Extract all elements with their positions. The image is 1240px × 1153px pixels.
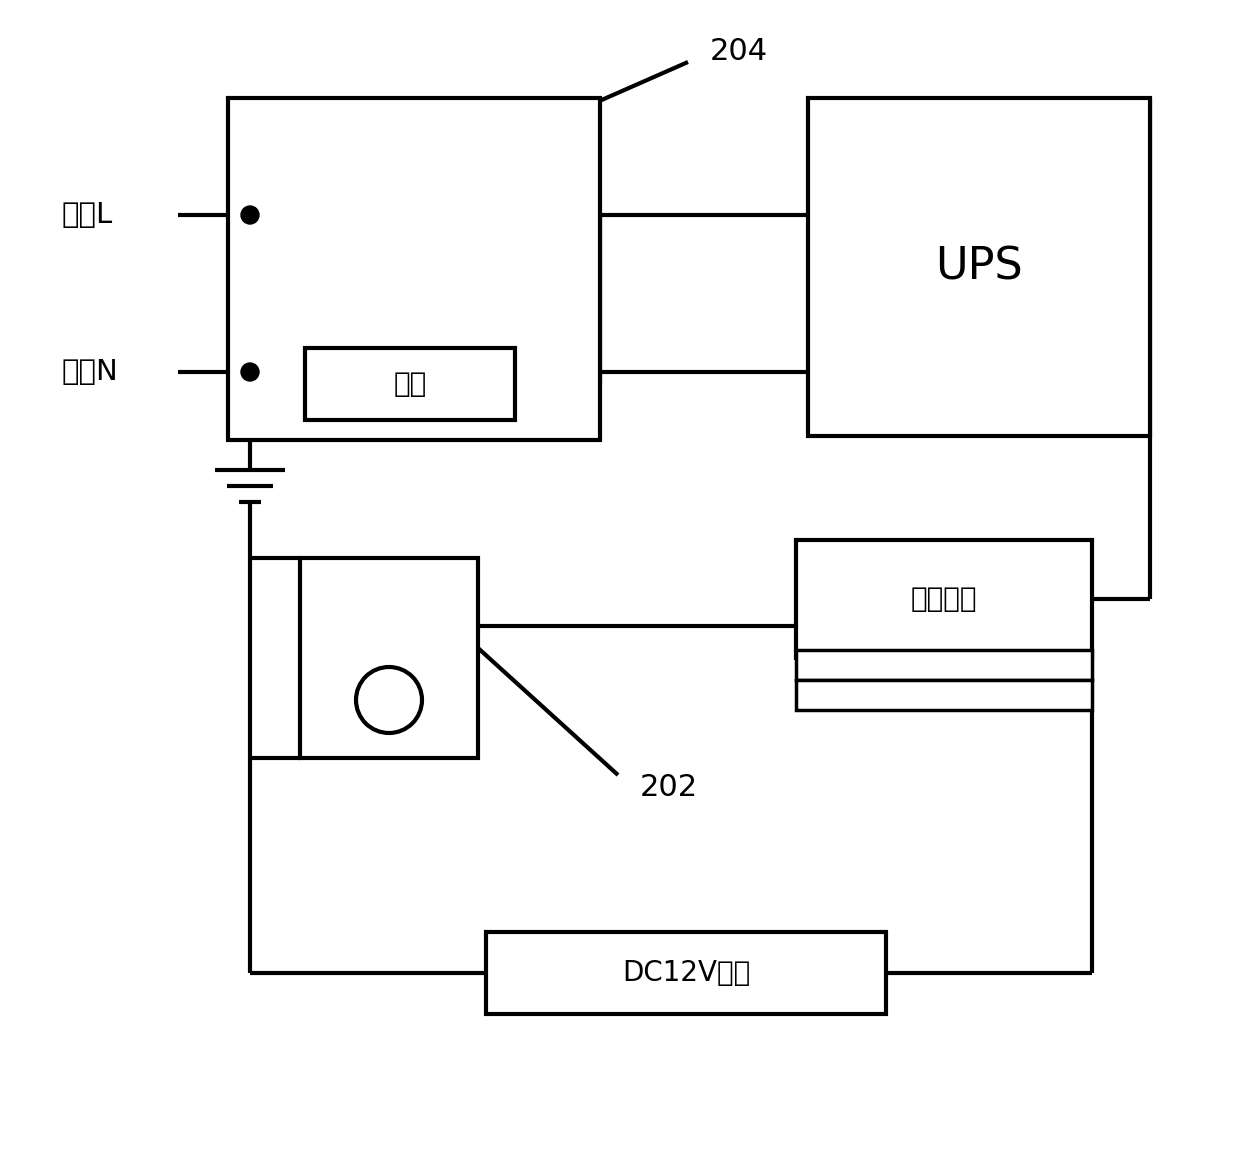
Text: 204: 204 [711,38,768,67]
Bar [300,558,477,758]
Text: DC12V电源: DC12V电源 [622,959,750,987]
Bar [228,98,600,440]
Circle shape [241,363,259,380]
Bar [796,680,1092,710]
Bar [796,650,1092,680]
Text: 干接点卡: 干接点卡 [910,585,977,613]
Text: 线圈: 线圈 [393,370,427,398]
Text: UPS: UPS [935,246,1023,288]
Bar [808,98,1149,436]
Text: 202: 202 [640,774,698,802]
Text: 火线L: 火线L [62,201,113,229]
Bar [796,540,1092,658]
Circle shape [356,666,422,733]
Text: 零线N: 零线N [62,357,119,386]
Circle shape [241,206,259,224]
Bar [305,348,515,420]
Bar [486,932,887,1013]
